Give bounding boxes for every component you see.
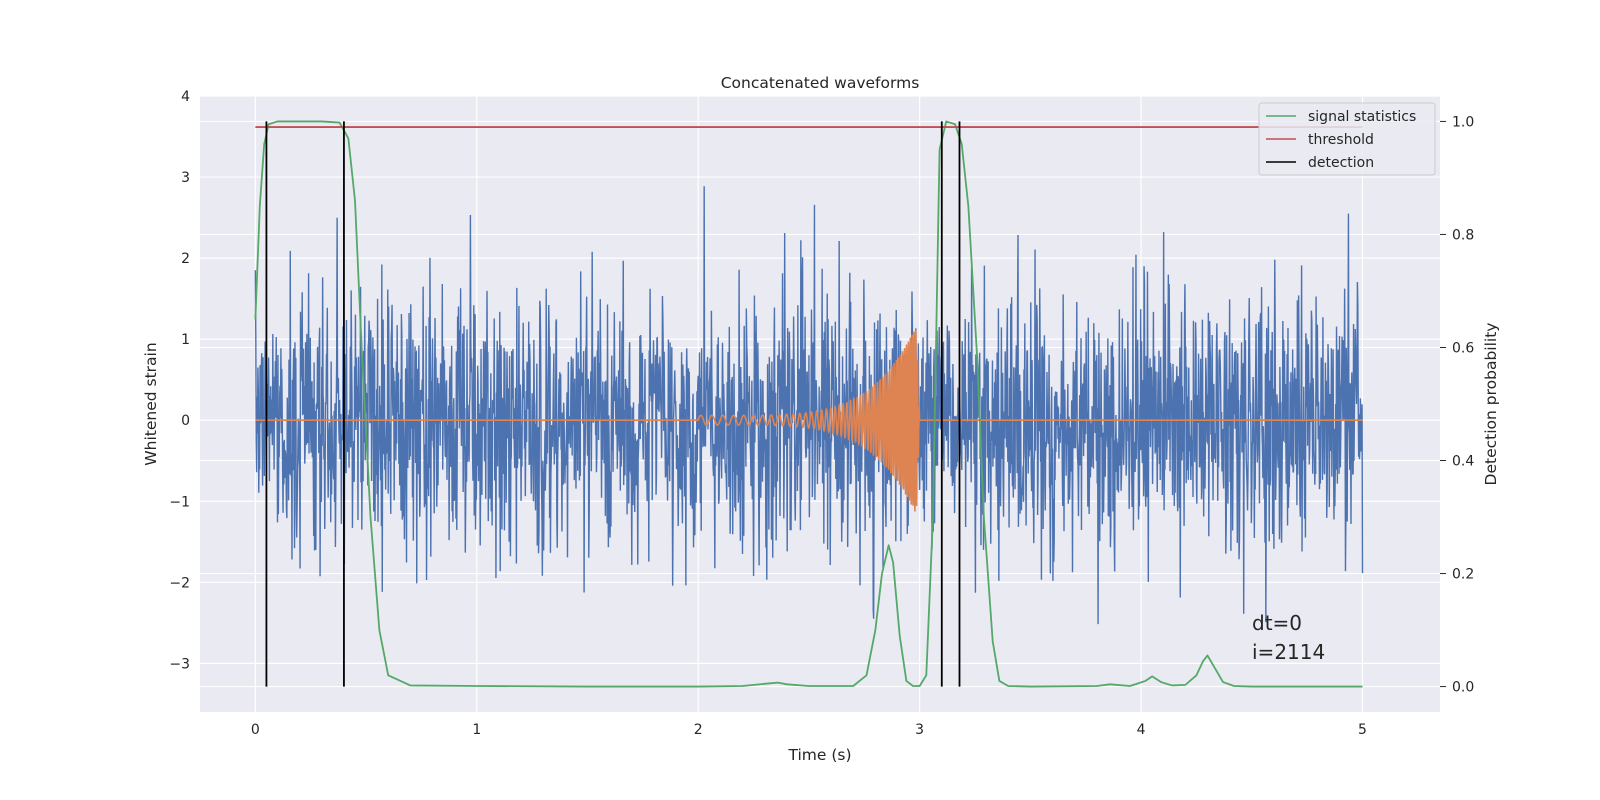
y-axis-label: Whitened strain [142,342,160,465]
legend-label-signal-statistics: signal statistics [1308,109,1416,125]
y2-tick-label: 0.0 [1452,680,1474,696]
y-tick-label: 2 [181,251,190,267]
y-tick-label: 0 [181,413,190,429]
x-tick-label: 0 [251,722,260,738]
x-tick-label: 3 [915,722,924,738]
series-signal-statistics [254,120,1363,688]
x-tick-label: 5 [1358,722,1367,738]
legend-label-threshold: threshold [1308,132,1374,148]
x-axis-label: Time (s) [787,746,851,764]
legend-box [1258,102,1436,176]
x-tick-label: 2 [694,722,703,738]
x-ticks: 0 1 2 3 4 5 [251,722,1367,738]
annotation-index: i=2114 [1252,640,1325,664]
y-tick-label: −2 [169,575,190,591]
chart-title: Concatenated waveforms [721,74,920,92]
y-tick-label: 4 [181,89,190,105]
y-tick-label: 1 [181,332,190,348]
legend-item-signal-statistics: signal statistics [1266,109,1416,125]
x-tick-label: 4 [1137,722,1146,738]
plot-area [254,120,1364,688]
y-tick-label: −3 [169,656,190,672]
y2-tick-label: 0.2 [1452,567,1474,583]
legend-label-detection: detection [1308,155,1374,171]
y2-ticks: 1.0 0.8 0.6 0.4 0.2 0.0 [1440,114,1474,696]
y-tick-label: 3 [181,170,190,186]
annotation-dt: dt=0 [1252,611,1302,635]
x-tick-label: 1 [472,722,481,738]
legend-item-detection: detection [1266,155,1374,171]
y2-tick-label: 1.0 [1452,114,1474,130]
y2-tick-label: 0.6 [1452,340,1474,356]
legend-item-threshold: threshold [1266,132,1374,148]
y2-tick-label: 0.4 [1452,454,1474,470]
annotation: dt=0 i=2114 [1252,611,1325,664]
legend: signal statistics threshold detection [1258,102,1436,176]
y2-tick-label: 0.8 [1452,227,1474,243]
y-tick-label: −1 [169,494,190,510]
series-injected-waveform [255,330,1363,512]
y-ticks: 4 3 2 1 0 −1 −2 −3 [169,89,190,672]
y2-axis-label: Detection probability [1482,323,1500,486]
